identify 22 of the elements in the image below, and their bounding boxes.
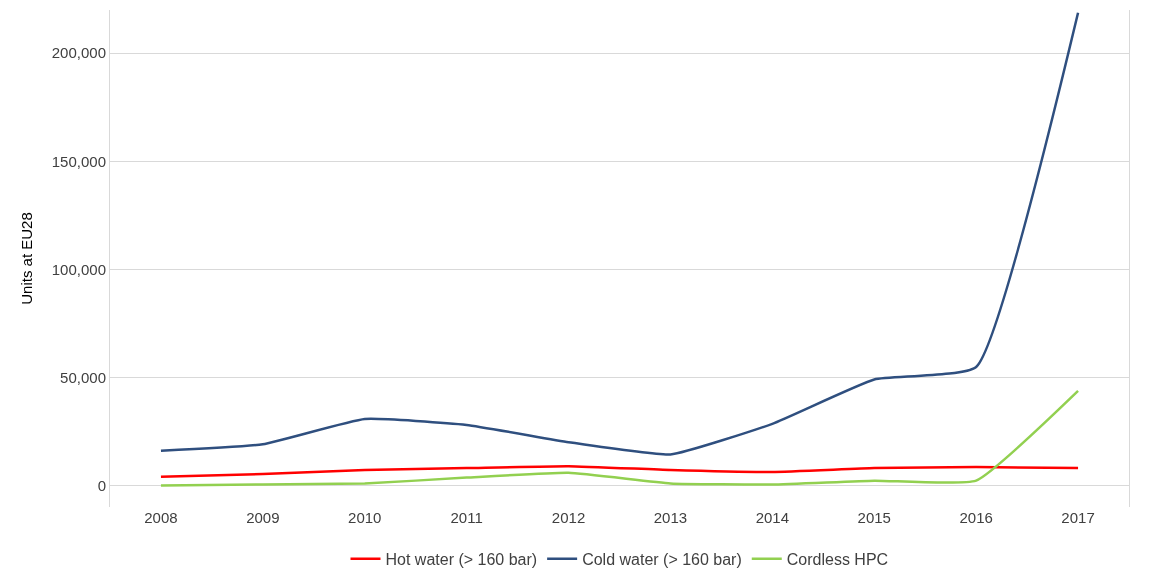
x-tick-label: 2017 (1061, 509, 1095, 526)
x-tick-label: 2008 (144, 509, 178, 526)
y-tick-label: 200,000 (51, 44, 106, 62)
x-tick-label: 2013 (653, 509, 688, 526)
line-series (159, 389, 1080, 487)
y-tick-label: 0 (97, 476, 106, 494)
x-tick-label: 2014 (755, 509, 790, 526)
x-tick-label: 2011 (450, 509, 483, 526)
x-tick-label: 2010 (348, 509, 382, 526)
y-tick-label: 150,000 (51, 152, 106, 170)
x-tick-label: 2012 (551, 509, 586, 526)
legend-label: Cold water (> 160 bar) (582, 550, 742, 568)
line-series (159, 464, 1080, 478)
x-tick-label: 2016 (959, 509, 993, 526)
y-axis-title: Units at EU28 (18, 212, 36, 305)
y-tick-label: 100,000 (51, 260, 106, 278)
x-tick-label: 2009 (246, 509, 280, 526)
legend-label: Cordless HPC (786, 550, 889, 568)
y-tick-label: 50,000 (60, 368, 106, 386)
x-tick-label: 2015 (857, 509, 891, 526)
line-series (159, 11, 1080, 456)
legend-label: Hot water (> 160 bar) (385, 550, 538, 568)
